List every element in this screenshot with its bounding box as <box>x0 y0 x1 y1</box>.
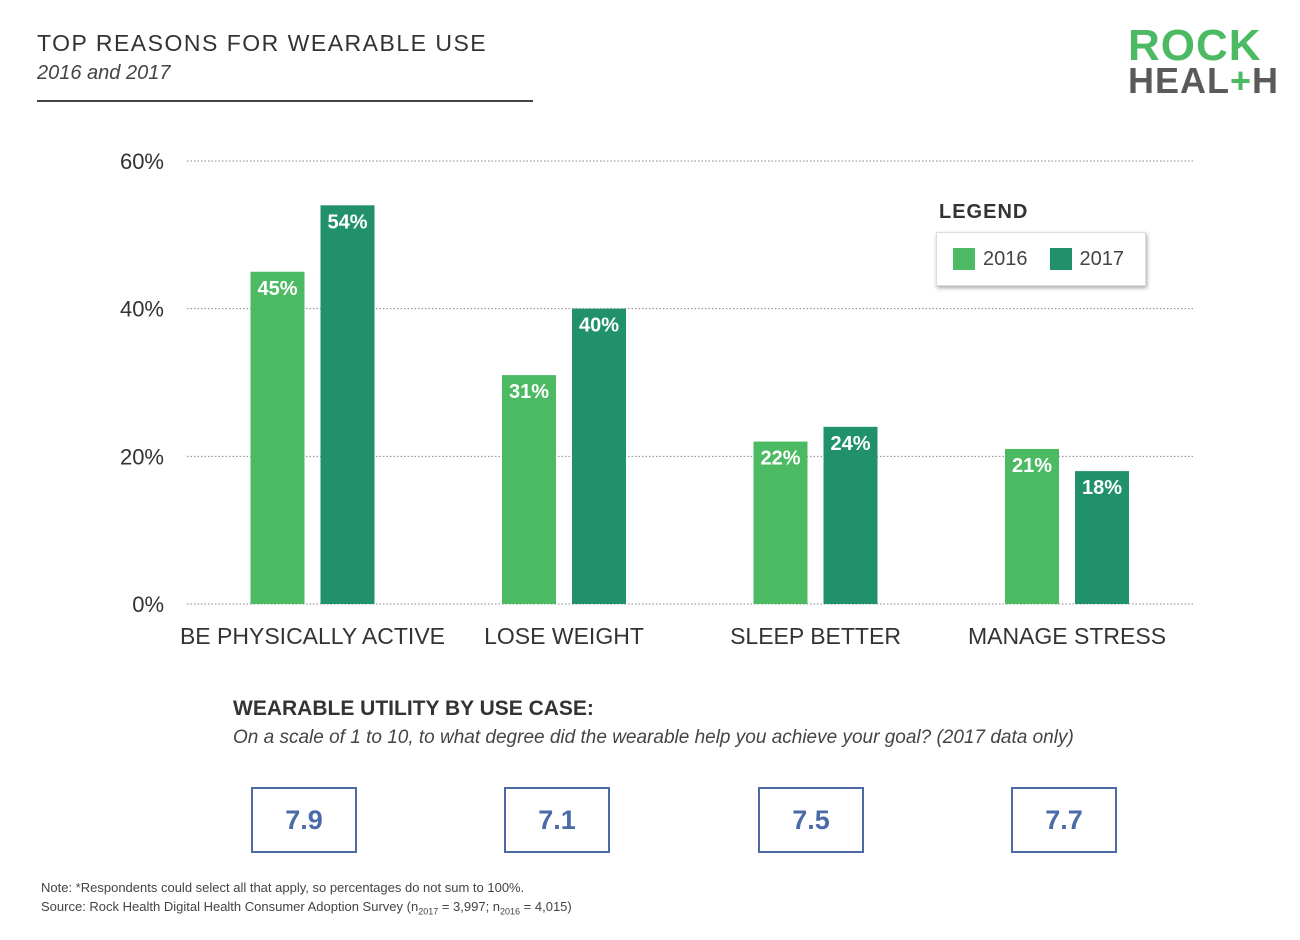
logo-text: HEAL <box>1128 60 1230 101</box>
bar <box>572 308 626 604</box>
data-label: 22% <box>760 448 800 470</box>
y-tick-label: 0% <box>132 592 164 617</box>
logo-text: H <box>1252 60 1280 101</box>
data-label: 24% <box>830 433 870 455</box>
x-tick-label: SLEEP BETTER <box>730 623 901 649</box>
y-tick-label: 20% <box>120 444 164 469</box>
legend-label: 2016 <box>983 247 1028 270</box>
footnote: Note: *Respondents could select all that… <box>41 878 572 922</box>
utility-title: WEARABLE UTILITY BY USE CASE: <box>233 697 594 720</box>
utility-subtitle: On a scale of 1 to 10, to what degree di… <box>233 727 1074 748</box>
score-box: 7.5 <box>758 787 864 853</box>
data-label: 31% <box>509 381 549 403</box>
source-part: Source: Rock Health Digital Health Consu… <box>41 899 419 914</box>
legend-item-2016: 2016 <box>953 248 1028 271</box>
data-label: 40% <box>579 315 619 337</box>
legend-swatch <box>953 248 975 270</box>
bar <box>250 271 305 604</box>
chart-title: TOP REASONS FOR WEARABLE USE <box>37 30 488 56</box>
source-text: Source: Rock Health Digital Health Consu… <box>41 897 572 922</box>
bar <box>320 205 375 605</box>
legend: 2016 2017 <box>936 232 1146 286</box>
x-tick-label: BE PHYSICALLY ACTIVE <box>180 623 445 649</box>
plus-icon: + <box>1230 60 1253 101</box>
title-divider <box>37 100 533 102</box>
x-tick-label: LOSE WEIGHT <box>484 623 644 649</box>
source-part: = 4,015) <box>520 899 572 914</box>
chart-subtitle: 2016 and 2017 <box>37 62 171 84</box>
bar <box>753 441 808 604</box>
source-part: = 3,997; n <box>438 899 501 914</box>
legend-item-2017: 2017 <box>1049 247 1125 271</box>
bar <box>1075 471 1129 604</box>
logo-line2: HEAL+H <box>1128 63 1279 99</box>
score-box: 7.7 <box>1011 787 1117 853</box>
bar <box>502 375 556 604</box>
data-label: 54% <box>327 211 367 233</box>
score-box: 7.9 <box>251 787 357 853</box>
score-box: 7.1 <box>504 787 610 853</box>
source-part: 2017 <box>418 906 439 917</box>
legend-swatch <box>1049 248 1072 270</box>
data-label: 45% <box>257 278 297 300</box>
rock-health-logo: ROCK HEAL+H <box>1128 21 1279 99</box>
legend-title: LEGEND <box>939 201 1029 223</box>
y-tick-label: 40% <box>120 297 164 322</box>
note-text: Note: *Respondents could select all that… <box>41 880 525 895</box>
bar <box>823 426 878 604</box>
data-label: 18% <box>1082 477 1122 499</box>
x-tick-label: MANAGE STRESS <box>968 623 1166 649</box>
data-label: 21% <box>1012 455 1052 477</box>
y-tick-label: 60% <box>120 149 164 174</box>
bar <box>1005 448 1059 604</box>
logo-line1: ROCK <box>1128 21 1262 70</box>
legend-label: 2017 <box>1079 247 1125 270</box>
source-part: 2016 <box>500 906 521 917</box>
